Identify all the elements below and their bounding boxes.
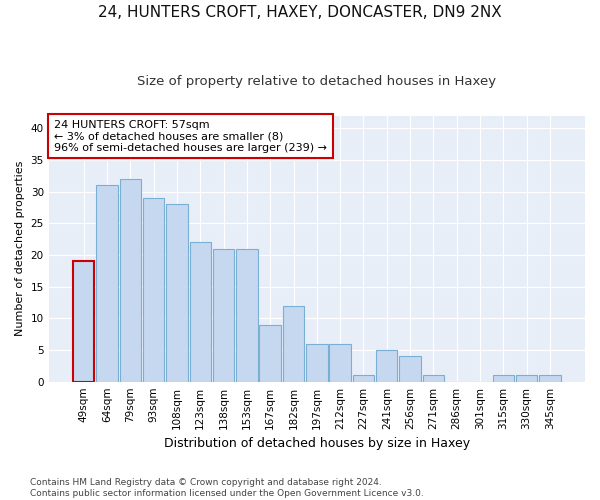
Title: Size of property relative to detached houses in Haxey: Size of property relative to detached ho… xyxy=(137,75,496,88)
Bar xyxy=(422,376,444,382)
Bar xyxy=(400,356,421,382)
Bar xyxy=(213,248,235,382)
Bar xyxy=(353,376,374,382)
Bar xyxy=(73,262,94,382)
Bar xyxy=(493,376,514,382)
Bar xyxy=(166,204,188,382)
X-axis label: Distribution of detached houses by size in Haxey: Distribution of detached houses by size … xyxy=(164,437,470,450)
Bar xyxy=(236,248,257,382)
Bar xyxy=(539,376,560,382)
Text: Contains HM Land Registry data © Crown copyright and database right 2024.
Contai: Contains HM Land Registry data © Crown c… xyxy=(30,478,424,498)
Bar xyxy=(376,350,397,382)
Bar xyxy=(143,198,164,382)
Text: 24 HUNTERS CROFT: 57sqm
← 3% of detached houses are smaller (8)
96% of semi-deta: 24 HUNTERS CROFT: 57sqm ← 3% of detached… xyxy=(54,120,327,152)
Bar xyxy=(283,306,304,382)
Bar xyxy=(306,344,328,382)
Bar xyxy=(97,186,118,382)
Bar xyxy=(516,376,538,382)
Bar xyxy=(190,242,211,382)
Bar xyxy=(259,324,281,382)
Y-axis label: Number of detached properties: Number of detached properties xyxy=(15,161,25,336)
Bar xyxy=(119,179,141,382)
Text: 24, HUNTERS CROFT, HAXEY, DONCASTER, DN9 2NX: 24, HUNTERS CROFT, HAXEY, DONCASTER, DN9… xyxy=(98,5,502,20)
Bar xyxy=(329,344,351,382)
